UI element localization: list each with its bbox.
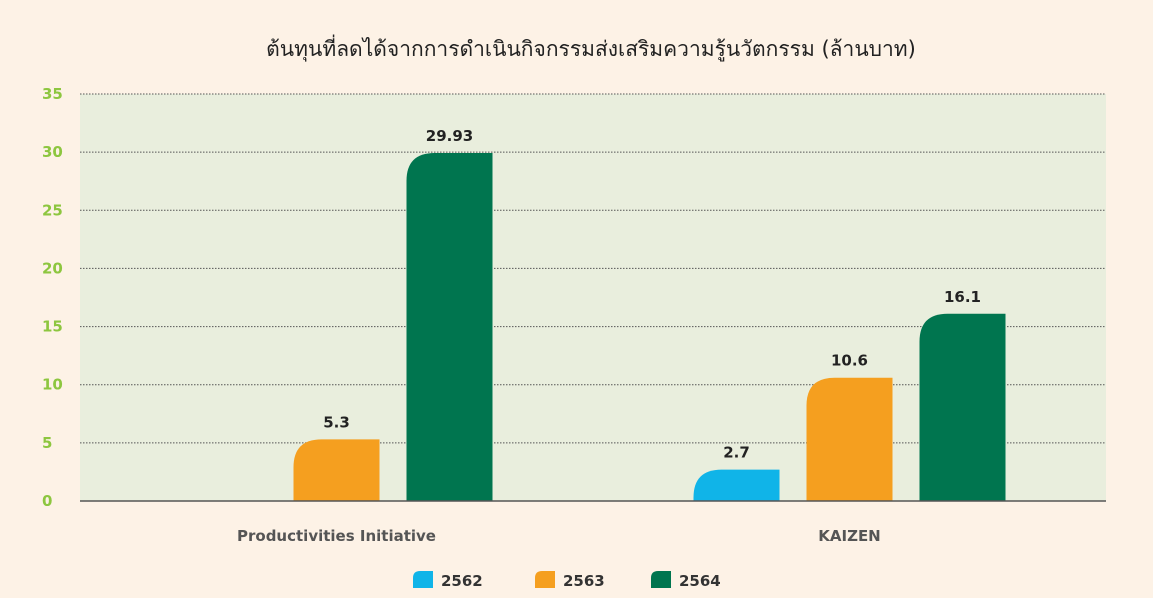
bar bbox=[406, 152, 493, 502]
y-tick-label: 0 bbox=[42, 492, 52, 510]
data-label: 10.6 bbox=[831, 352, 868, 370]
legend-label: 2563 bbox=[563, 572, 605, 590]
category-label: KAIZEN bbox=[818, 527, 881, 545]
legend-label: 2562 bbox=[441, 572, 483, 590]
data-label: 29.93 bbox=[426, 127, 473, 145]
bar bbox=[293, 439, 380, 501]
data-label: 16.1 bbox=[944, 288, 981, 306]
y-axis-ticks: 0 5 10 15 20 25 30 35 bbox=[42, 85, 63, 510]
y-tick-label: 25 bbox=[42, 201, 63, 219]
legend-swatch bbox=[651, 571, 671, 588]
bar bbox=[919, 313, 1006, 501]
data-label: 2.7 bbox=[723, 444, 750, 462]
y-tick-label: 15 bbox=[42, 318, 63, 336]
legend: 2562 2563 2564 bbox=[413, 571, 721, 590]
data-label: 5.3 bbox=[323, 413, 350, 431]
category-label: Productivities Initiative bbox=[237, 527, 436, 545]
category-labels: Productivities Initiative KAIZEN bbox=[237, 527, 881, 545]
gridlines bbox=[80, 93, 1106, 444]
y-tick-label: 5 bbox=[42, 434, 52, 452]
chart-title: ต้นทุนที่ลดได้จากการดำเนินกิจกรรมส่งเสริ… bbox=[266, 34, 916, 62]
bar bbox=[693, 469, 780, 501]
y-tick-label: 30 bbox=[42, 143, 63, 161]
legend-swatch bbox=[535, 571, 555, 588]
legend-swatch bbox=[413, 571, 433, 588]
y-tick-label: 10 bbox=[42, 376, 63, 394]
legend-label: 2564 bbox=[679, 572, 721, 590]
bars: 5.3 29.93 2.7 10.6 16.1 bbox=[293, 127, 1006, 502]
y-tick-label: 35 bbox=[42, 85, 63, 103]
y-tick-label: 20 bbox=[42, 259, 63, 277]
bar bbox=[806, 377, 893, 501]
